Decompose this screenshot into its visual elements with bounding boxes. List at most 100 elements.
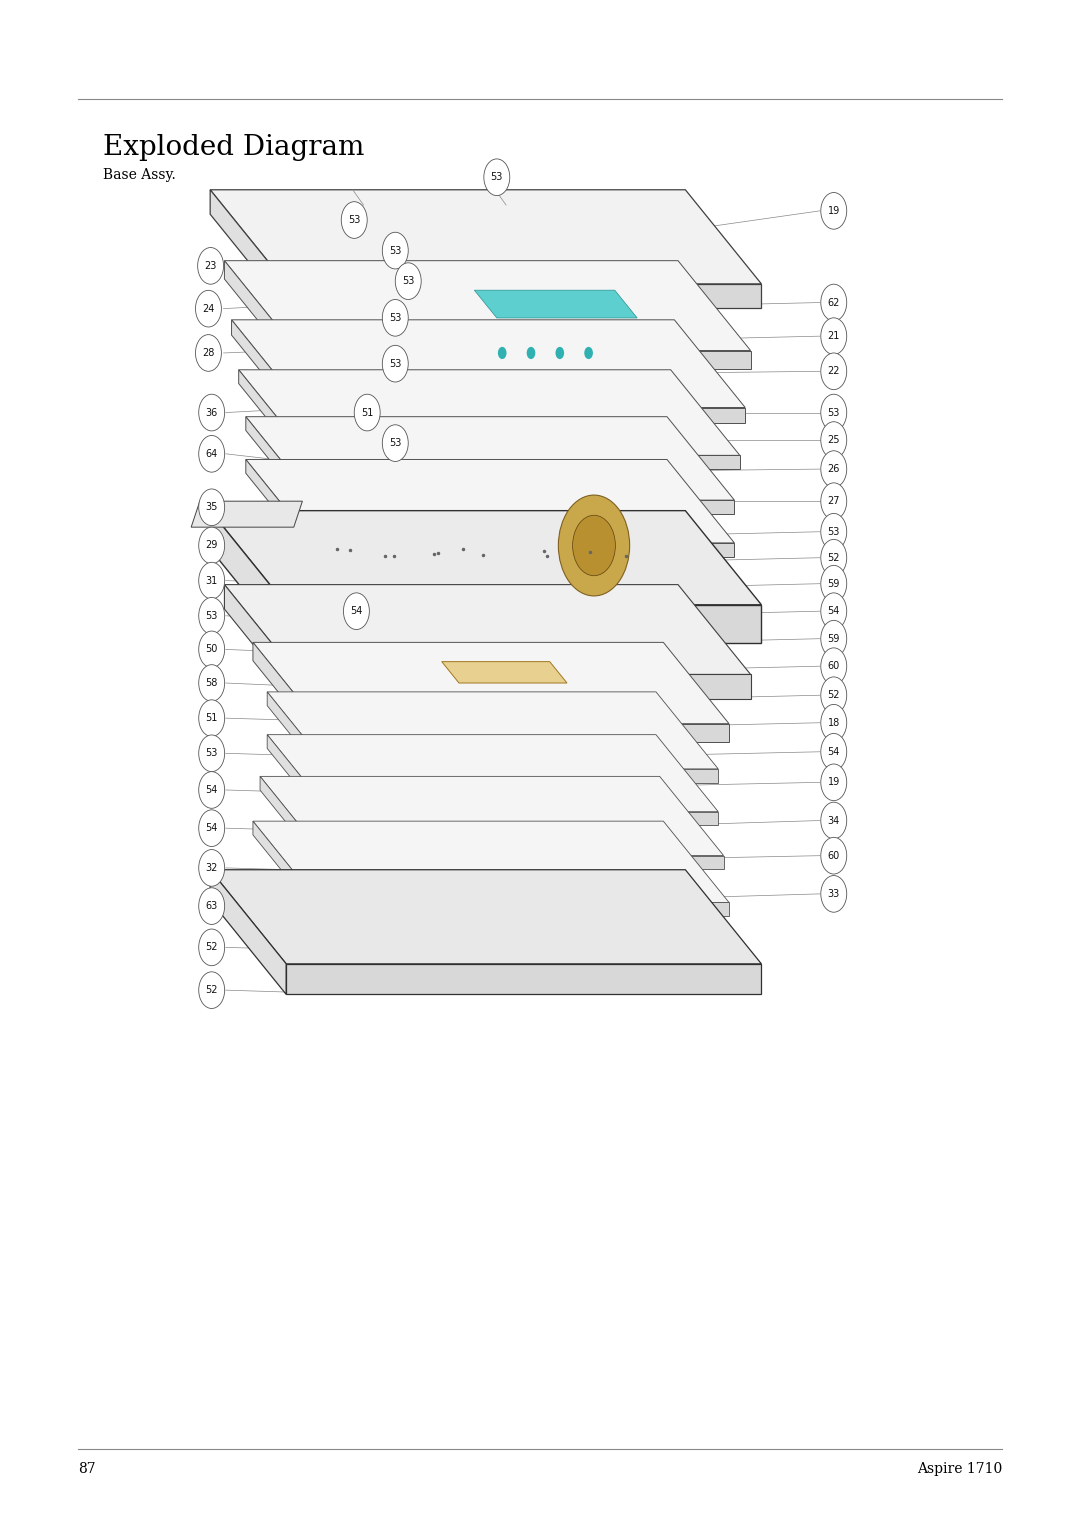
Circle shape bbox=[821, 648, 847, 685]
Text: 53: 53 bbox=[389, 359, 402, 368]
Text: 32: 32 bbox=[205, 863, 218, 872]
Circle shape bbox=[821, 764, 847, 801]
Circle shape bbox=[821, 284, 847, 321]
Circle shape bbox=[395, 263, 421, 299]
Text: 54: 54 bbox=[827, 607, 840, 616]
Circle shape bbox=[821, 565, 847, 602]
Circle shape bbox=[821, 733, 847, 770]
Polygon shape bbox=[313, 500, 734, 513]
Polygon shape bbox=[267, 735, 718, 811]
Polygon shape bbox=[246, 460, 734, 542]
Circle shape bbox=[382, 299, 408, 336]
Circle shape bbox=[354, 394, 380, 431]
Circle shape bbox=[199, 665, 225, 701]
Text: 29: 29 bbox=[205, 541, 218, 550]
Circle shape bbox=[199, 435, 225, 472]
Text: 58: 58 bbox=[205, 678, 218, 688]
Text: 53: 53 bbox=[348, 215, 361, 225]
Text: 35: 35 bbox=[205, 503, 218, 512]
Text: 59: 59 bbox=[827, 579, 840, 588]
Text: 52: 52 bbox=[827, 553, 840, 562]
Text: Exploded Diagram: Exploded Diagram bbox=[103, 134, 364, 162]
Text: 53: 53 bbox=[205, 749, 218, 758]
Polygon shape bbox=[260, 776, 724, 856]
Circle shape bbox=[821, 677, 847, 714]
Polygon shape bbox=[239, 370, 308, 469]
Circle shape bbox=[199, 631, 225, 668]
Polygon shape bbox=[191, 501, 302, 527]
Text: 60: 60 bbox=[827, 662, 840, 671]
Circle shape bbox=[199, 394, 225, 431]
Circle shape bbox=[584, 347, 593, 359]
Text: 33: 33 bbox=[827, 889, 840, 898]
Polygon shape bbox=[267, 692, 329, 782]
Text: 53: 53 bbox=[389, 439, 402, 448]
Circle shape bbox=[821, 876, 847, 912]
Circle shape bbox=[199, 850, 225, 886]
Text: 52: 52 bbox=[205, 986, 218, 995]
Circle shape bbox=[382, 232, 408, 269]
Circle shape bbox=[199, 972, 225, 1008]
Text: 25: 25 bbox=[827, 435, 840, 445]
Polygon shape bbox=[286, 605, 761, 643]
Polygon shape bbox=[239, 370, 740, 455]
Circle shape bbox=[572, 515, 616, 576]
Polygon shape bbox=[211, 869, 286, 995]
Text: 52: 52 bbox=[827, 691, 840, 700]
Circle shape bbox=[821, 802, 847, 839]
Circle shape bbox=[821, 837, 847, 874]
Polygon shape bbox=[297, 674, 751, 698]
Circle shape bbox=[199, 700, 225, 736]
Circle shape bbox=[558, 495, 630, 596]
Circle shape bbox=[821, 451, 847, 487]
Circle shape bbox=[821, 620, 847, 657]
Text: 60: 60 bbox=[827, 851, 840, 860]
Circle shape bbox=[199, 597, 225, 634]
Circle shape bbox=[821, 353, 847, 390]
Text: 31: 31 bbox=[205, 576, 218, 585]
Polygon shape bbox=[253, 821, 319, 917]
Text: 54: 54 bbox=[205, 785, 218, 795]
Circle shape bbox=[821, 513, 847, 550]
Polygon shape bbox=[225, 585, 297, 698]
Text: 59: 59 bbox=[827, 634, 840, 643]
Text: 63: 63 bbox=[205, 902, 218, 911]
Text: 21: 21 bbox=[827, 332, 840, 341]
Polygon shape bbox=[324, 856, 724, 869]
Polygon shape bbox=[231, 319, 745, 408]
Polygon shape bbox=[302, 408, 745, 423]
Text: 22: 22 bbox=[827, 367, 840, 376]
Polygon shape bbox=[211, 510, 761, 605]
Polygon shape bbox=[246, 417, 313, 513]
Polygon shape bbox=[211, 510, 286, 643]
Circle shape bbox=[821, 318, 847, 354]
Circle shape bbox=[199, 810, 225, 847]
Circle shape bbox=[382, 345, 408, 382]
Polygon shape bbox=[253, 642, 729, 724]
Circle shape bbox=[199, 929, 225, 966]
Text: 53: 53 bbox=[490, 173, 503, 182]
Polygon shape bbox=[246, 460, 313, 556]
Circle shape bbox=[821, 422, 847, 458]
Text: 53: 53 bbox=[389, 246, 402, 255]
Circle shape bbox=[382, 425, 408, 461]
Text: 54: 54 bbox=[205, 824, 218, 833]
Polygon shape bbox=[267, 735, 329, 825]
Text: 51: 51 bbox=[361, 408, 374, 417]
Polygon shape bbox=[319, 724, 729, 743]
Text: 27: 27 bbox=[827, 497, 840, 506]
Polygon shape bbox=[225, 585, 751, 674]
Circle shape bbox=[821, 193, 847, 229]
Text: 53: 53 bbox=[827, 408, 840, 417]
Text: 52: 52 bbox=[205, 943, 218, 952]
Circle shape bbox=[198, 248, 224, 284]
Text: 53: 53 bbox=[389, 313, 402, 322]
Text: 53: 53 bbox=[827, 527, 840, 536]
Polygon shape bbox=[231, 319, 302, 423]
Polygon shape bbox=[225, 261, 751, 350]
Polygon shape bbox=[319, 903, 729, 917]
Text: 18: 18 bbox=[827, 718, 840, 727]
Text: 24: 24 bbox=[202, 304, 215, 313]
Circle shape bbox=[199, 735, 225, 772]
Circle shape bbox=[195, 290, 221, 327]
